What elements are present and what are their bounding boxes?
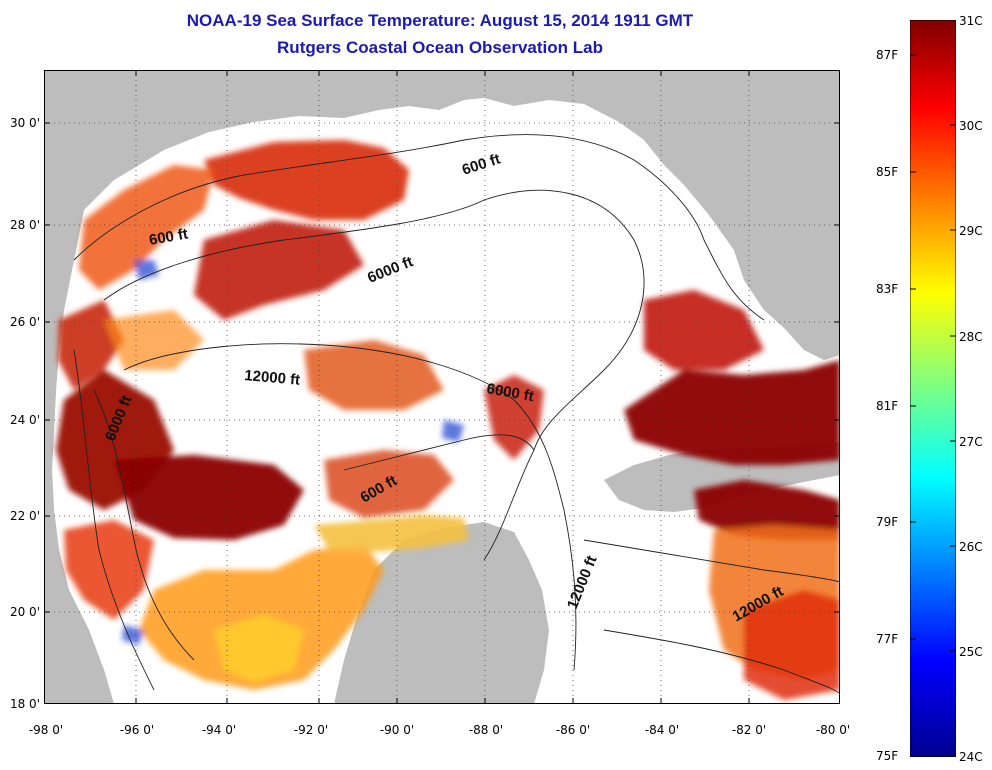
florida-land [684,70,840,360]
lat-tick-label: 26 0' [9,315,40,329]
colorbar-celsius-label: 28C [959,330,983,344]
colorbar-celsius-label: 27C [959,435,983,449]
colorbar-celsius-label: 29C [959,224,983,238]
lat-tick-label: 18 0' [9,697,40,711]
lon-tick-label: -92 0' [293,723,329,737]
lon-tick-label: -86 0' [555,723,591,737]
lat-tick-label: 20 0' [9,605,40,619]
bathymetry-contours [73,134,840,696]
colorbar-celsius-label: 26C [959,540,983,554]
colorbar-fahrenheit-label: 77F [876,632,899,646]
sst-data [56,140,840,700]
lon-tick-label: -90 0' [379,723,415,737]
lon-tick-label: -88 0' [468,723,504,737]
colorbar-fahrenheit-label: 87F [876,48,899,62]
map-subtitle: Rutgers Coastal Ocean Observation Lab [277,38,603,57]
lat-tick-label: 28 0' [9,218,40,232]
lon-tick-label: -80 0' [815,723,851,737]
colorbar-fahrenheit-label: 83F [876,282,899,296]
colorbar-celsius-label: 24C [959,750,983,764]
lat-tick-label: 24 0' [9,413,40,427]
lon-tick-label: -94 0' [201,723,237,737]
map-frame [44,70,840,704]
frame-ticks [44,70,840,704]
lat-tick-label: 30 0' [9,116,40,130]
contour-label: 12000 ft [244,367,301,389]
colorbar-celsius-label: 30C [959,119,983,133]
lon-tick-label: -96 0' [119,723,155,737]
lat-tick-label: 22 0' [9,509,40,523]
colorbar-fahrenheit-label: 75F [876,749,899,763]
map-title: NOAA-19 Sea Surface Temperature: August … [186,11,694,30]
colorbar-fahrenheit-label: 81F [876,399,899,413]
colorbar-fahrenheit-label: 85F [876,165,899,179]
yucatan-land [334,522,549,704]
temperature-colorbar [910,20,956,757]
colorbar-fahrenheit-label: 79F [876,515,899,529]
lon-tick-label: -84 0' [644,723,680,737]
lon-tick-label: -98 0' [28,723,64,737]
colorbar-celsius-label: 25C [959,645,983,659]
colorbar-celsius-label: 31C [959,14,983,28]
lon-tick-label: -82 0' [731,723,767,737]
sst-map: 600 ft 600 ft 6000 ft 12000 ft 6000 ft 6… [44,70,840,704]
contour-label: 600 ft [148,225,190,249]
graticule [44,70,840,704]
